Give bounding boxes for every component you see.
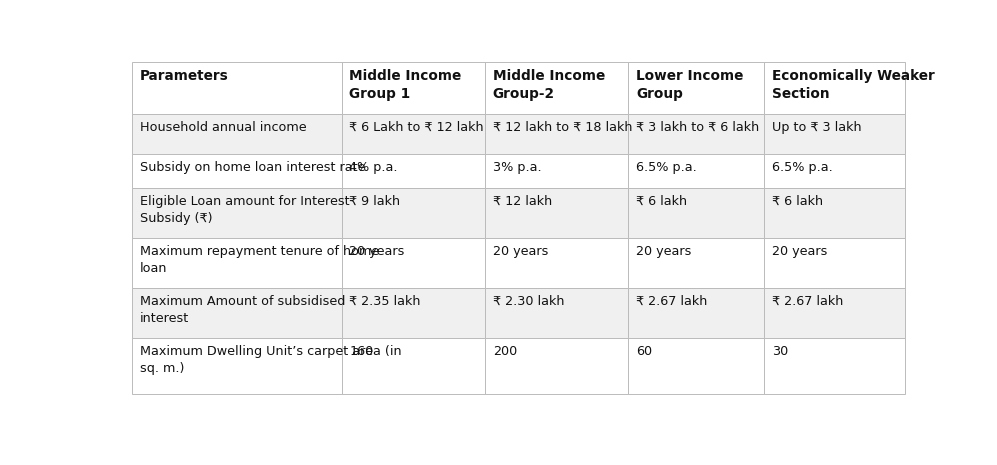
Text: ₹ 12 lakh: ₹ 12 lakh (493, 195, 552, 208)
Bar (485, 339, 628, 394)
Text: Maximum repayment tenure of home
loan: Maximum repayment tenure of home loan (141, 245, 380, 275)
Bar (342, 154, 485, 188)
Text: ₹ 2.30 lakh: ₹ 2.30 lakh (493, 295, 564, 308)
Text: Economically Weaker
Section: Economically Weaker Section (772, 69, 934, 101)
Bar (485, 154, 628, 188)
Text: 20 years: 20 years (636, 245, 692, 258)
Bar (342, 114, 485, 154)
Bar (485, 188, 628, 238)
Text: 20 years: 20 years (772, 245, 828, 258)
Bar (342, 288, 485, 339)
Text: Middle Income
Group 1: Middle Income Group 1 (349, 69, 462, 101)
Bar (764, 188, 905, 238)
Text: 3% p.a.: 3% p.a. (493, 161, 541, 174)
Text: ₹ 3 lakh to ₹ 6 lakh: ₹ 3 lakh to ₹ 6 lakh (636, 121, 760, 134)
Text: Eligible Loan amount for Interest
Subsidy (₹): Eligible Loan amount for Interest Subsid… (141, 195, 350, 225)
Text: ₹ 2.67 lakh: ₹ 2.67 lakh (636, 295, 708, 308)
Text: ₹ 2.35 lakh: ₹ 2.35 lakh (349, 295, 421, 308)
Bar (628, 154, 764, 188)
Bar (628, 188, 764, 238)
Text: 30: 30 (772, 345, 788, 359)
Text: Up to ₹ 3 lakh: Up to ₹ 3 lakh (772, 121, 861, 134)
Text: 200: 200 (493, 345, 517, 359)
Bar (342, 62, 485, 114)
Text: 160: 160 (349, 345, 374, 359)
Bar (485, 288, 628, 339)
Bar (133, 62, 342, 114)
Bar (764, 339, 905, 394)
Text: Maximum Dwelling Unit’s carpet area (in
sq. m.): Maximum Dwelling Unit’s carpet area (in … (141, 345, 402, 375)
Text: ₹ 6 lakh: ₹ 6 lakh (636, 195, 687, 208)
Bar (485, 62, 628, 114)
Text: Household annual income: Household annual income (141, 121, 307, 134)
Text: Middle Income
Group-2: Middle Income Group-2 (493, 69, 605, 101)
Bar (628, 114, 764, 154)
Text: 4% p.a.: 4% p.a. (349, 161, 398, 174)
Text: Maximum Amount of subsidised
interest: Maximum Amount of subsidised interest (141, 295, 346, 325)
Bar (342, 238, 485, 288)
Bar (133, 154, 342, 188)
Text: Lower Income
Group: Lower Income Group (636, 69, 744, 101)
Bar (133, 288, 342, 339)
Bar (764, 62, 905, 114)
Bar (764, 238, 905, 288)
Text: ₹ 6 Lakh to ₹ 12 lakh: ₹ 6 Lakh to ₹ 12 lakh (349, 121, 484, 134)
Bar (133, 188, 342, 238)
Text: 6.5% p.a.: 6.5% p.a. (772, 161, 832, 174)
Text: ₹ 2.67 lakh: ₹ 2.67 lakh (772, 295, 843, 308)
Bar (342, 188, 485, 238)
Text: Subsidy on home loan interest rate: Subsidy on home loan interest rate (141, 161, 366, 174)
Bar (133, 114, 342, 154)
Bar (133, 339, 342, 394)
Bar (485, 238, 628, 288)
Text: 20 years: 20 years (349, 245, 405, 258)
Bar (764, 154, 905, 188)
Text: 60: 60 (636, 345, 652, 359)
Bar (764, 288, 905, 339)
Text: ₹ 6 lakh: ₹ 6 lakh (772, 195, 823, 208)
Bar (764, 114, 905, 154)
Text: 20 years: 20 years (493, 245, 548, 258)
Bar (628, 62, 764, 114)
Bar (342, 339, 485, 394)
Bar (628, 288, 764, 339)
Text: Parameters: Parameters (141, 69, 229, 83)
Bar (628, 339, 764, 394)
Bar (133, 238, 342, 288)
Bar (628, 238, 764, 288)
Text: ₹ 9 lakh: ₹ 9 lakh (349, 195, 401, 208)
Bar (485, 114, 628, 154)
Text: ₹ 12 lakh to ₹ 18 lakh: ₹ 12 lakh to ₹ 18 lakh (493, 121, 632, 134)
Text: 6.5% p.a.: 6.5% p.a. (636, 161, 697, 174)
